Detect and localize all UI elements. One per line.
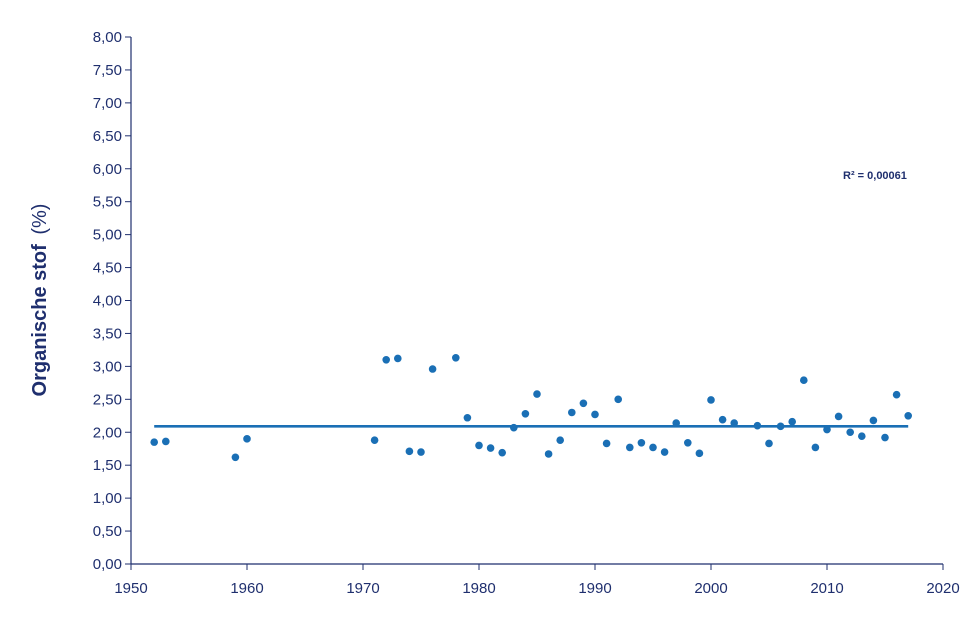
data-point — [776, 422, 785, 431]
data-point — [544, 450, 553, 458]
data-point — [568, 408, 576, 417]
data-point — [869, 416, 878, 425]
data-point — [602, 439, 611, 448]
data-point — [695, 449, 704, 458]
data-point — [834, 412, 843, 421]
data-point — [881, 433, 889, 442]
data-point — [579, 399, 588, 408]
y-tick-label: 0,00 — [93, 556, 122, 573]
data-point — [892, 390, 901, 399]
data-point — [800, 376, 808, 385]
x-tick-label: 2010 — [810, 580, 843, 597]
r-squared-annotation: R² = 0,00061 — [843, 170, 907, 182]
data-point — [858, 432, 866, 441]
x-tick-label: 1950 — [114, 580, 147, 597]
data-point — [150, 438, 158, 446]
data-point — [614, 395, 622, 404]
x-tick-label: 1960 — [230, 580, 263, 597]
y-tick-label: 3,50 — [93, 325, 122, 342]
y-tick-label: 1,00 — [93, 490, 122, 507]
data-point — [788, 417, 796, 426]
x-tick-label: 1990 — [578, 580, 611, 597]
data-point — [452, 354, 460, 362]
data-point — [811, 443, 820, 452]
y-tick-label: 7,50 — [93, 62, 122, 79]
data-point — [904, 411, 912, 420]
data-point — [510, 423, 518, 432]
data-point — [521, 410, 530, 418]
y-tick-label: 6,00 — [93, 161, 122, 178]
data-point — [637, 438, 646, 447]
data-point — [428, 365, 437, 373]
data-point — [486, 444, 495, 452]
data-point — [475, 441, 483, 450]
y-tick-label: 6,50 — [93, 128, 122, 145]
x-axis: 1950 1960 1970 1980 1990 2000 2010 2020 — [114, 563, 960, 597]
data-point — [649, 443, 657, 452]
data-point — [707, 396, 715, 404]
x-tick-label: 2020 — [926, 580, 959, 597]
y-tick-label: 0,50 — [93, 523, 122, 540]
data-point — [405, 447, 414, 456]
data-point — [660, 448, 669, 456]
y-tick-label: 4,00 — [93, 293, 122, 310]
data-point — [463, 413, 472, 422]
y-tick-label: 8,00 — [93, 29, 122, 46]
data-point — [556, 436, 564, 444]
x-tick-label: 1970 — [346, 580, 379, 597]
y-tick-label: 4,50 — [93, 260, 122, 277]
data-point — [533, 390, 541, 398]
y-tick-label: 1,50 — [93, 457, 122, 474]
data-point — [417, 448, 425, 456]
data-point — [370, 436, 379, 444]
data-point — [626, 443, 634, 452]
y-tick-label: 2,50 — [93, 391, 122, 408]
y-tick-label: 2,00 — [93, 424, 122, 441]
x-tick-label: 1980 — [462, 580, 495, 597]
y-tick-label: 5,00 — [93, 227, 122, 244]
y-tick-label: 3,00 — [93, 358, 122, 375]
y-axis-title: Organische stof (%) — [29, 204, 51, 397]
data-point — [498, 448, 507, 457]
y-tick-label: 7,00 — [93, 95, 122, 112]
data-point — [846, 428, 854, 437]
data-point — [162, 437, 170, 446]
data-point — [672, 419, 680, 427]
data-point — [718, 415, 727, 424]
y-tick-label: 5,50 — [93, 194, 122, 211]
data-point — [382, 355, 391, 364]
data-point — [684, 438, 692, 447]
data-point — [243, 435, 251, 443]
data-point — [753, 421, 762, 430]
data-points — [150, 354, 912, 462]
data-point — [730, 419, 738, 427]
y-axis: 0,00 0,50 1,00 1,50 2,00 2,50 3,00 3,50 4,00 4,50… — [93, 29, 132, 573]
data-point — [765, 439, 773, 448]
data-point — [591, 410, 599, 419]
data-point — [231, 453, 240, 462]
x-tick-label: 2000 — [694, 580, 727, 597]
data-point — [823, 425, 831, 434]
data-point — [394, 354, 402, 363]
